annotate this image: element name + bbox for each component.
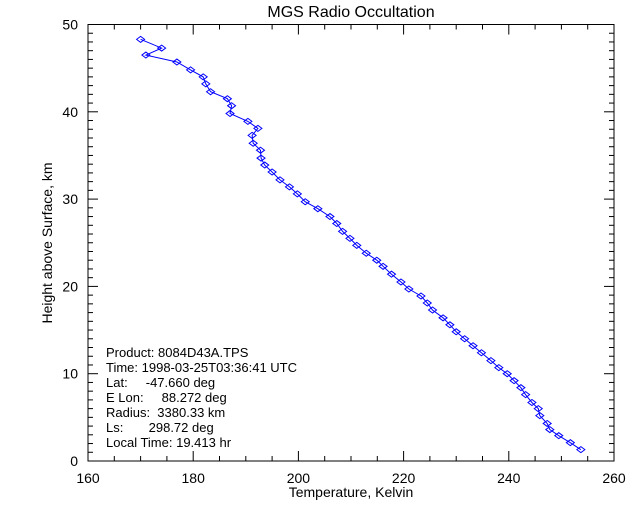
x-tick-label: 160 (76, 470, 100, 486)
x-axis-label: Temperature, Kelvin (289, 484, 414, 500)
data-point-marker (509, 377, 519, 385)
series-temperature-profile (135, 35, 586, 454)
data-point-marker (292, 190, 303, 198)
x-tick-label: 240 (497, 470, 521, 486)
y-tick-label: 0 (70, 453, 78, 469)
data-point-marker (535, 411, 545, 420)
data-point-marker (205, 88, 216, 96)
data-point-marker (416, 292, 426, 300)
data-point-marker (256, 154, 266, 162)
x-tick-label: 220 (392, 470, 416, 486)
annotation-line: Ls: 298.72 deg (106, 420, 214, 435)
data-point-marker (198, 73, 209, 81)
data-point-marker (486, 356, 496, 365)
data-point-marker (422, 299, 433, 307)
data-point-marker (331, 219, 342, 228)
data-point-marker (576, 446, 586, 454)
annotation-line: E Lon: 88.272 deg (106, 390, 227, 405)
data-point-marker (225, 109, 235, 118)
y-tick-label: 20 (62, 278, 78, 294)
y-tick-label: 50 (62, 17, 78, 33)
data-point-marker (544, 425, 555, 434)
data-point-marker (542, 419, 553, 428)
data-point-marker (468, 342, 478, 350)
data-point-marker (253, 124, 263, 133)
data-point-marker (247, 131, 257, 139)
data-point-marker (516, 384, 526, 392)
data-point-marker (267, 168, 277, 176)
data-point-marker (172, 58, 182, 66)
x-tick-label: 260 (602, 470, 626, 486)
data-point-marker (361, 249, 372, 257)
y-tick-label: 30 (62, 191, 78, 207)
data-point-marker (493, 363, 504, 372)
series-line (140, 38, 582, 451)
data-point-marker (451, 328, 462, 336)
chart-title: MGS Radio Occultation (267, 4, 434, 21)
data-point-marker (502, 370, 513, 378)
data-point-marker (351, 241, 362, 249)
annotation-line: Lat: -47.660 deg (106, 375, 215, 390)
data-point-marker (404, 285, 414, 293)
tick-labels: 160 180 200 220 240 260 0 10 20 30 40 50 (62, 17, 625, 487)
data-point-marker (438, 314, 448, 322)
data-point-marker (459, 335, 470, 343)
data-point-marker (156, 44, 167, 52)
data-point-marker (259, 161, 270, 169)
data-point-marker (313, 205, 323, 213)
data-point-marker (386, 270, 397, 278)
data-point-marker (300, 198, 311, 206)
data-point-marker (200, 80, 211, 88)
data-point-marker (565, 439, 576, 447)
y-axis-label: Height above Surface, km (39, 162, 55, 323)
data-point-marker (445, 321, 455, 329)
data-point-marker (243, 117, 253, 126)
x-tick-label: 180 (182, 470, 206, 486)
y-tick-label: 10 (62, 366, 78, 382)
data-point-marker (345, 234, 355, 243)
data-point-marker (275, 176, 285, 184)
annotation-line: Radius: 3380.33 km (106, 405, 225, 420)
annotation-line: Product: 8084D43A.TPS (106, 345, 249, 360)
x-tick-label: 200 (287, 470, 311, 486)
data-point-marker (248, 139, 258, 147)
data-point-marker (476, 349, 487, 357)
data-point-marker (378, 262, 388, 270)
data-point-marker (527, 398, 537, 407)
data-point-marker (255, 146, 266, 154)
data-point-marker (222, 95, 233, 103)
data-point-marker (226, 102, 237, 110)
data-point-marker (427, 306, 438, 314)
data-point-marker (284, 183, 295, 191)
data-point-marker (371, 256, 382, 264)
data-point-marker (141, 51, 151, 59)
data-point-marker (325, 212, 335, 221)
y-tick-label: 40 (62, 104, 78, 120)
data-point-marker (553, 432, 564, 440)
axis-ticks (87, 24, 615, 462)
data-point-marker (135, 35, 146, 43)
data-point-marker (520, 391, 531, 399)
data-point-marker (396, 278, 406, 286)
annotation-line: Time: 1998-03-25T03:36:41 UTC (106, 360, 297, 375)
data-point-marker (533, 404, 544, 413)
data-point-marker (337, 227, 348, 236)
data-point-marker (185, 66, 196, 74)
annotation-line: Local Time: 19.413 hr (106, 435, 232, 450)
